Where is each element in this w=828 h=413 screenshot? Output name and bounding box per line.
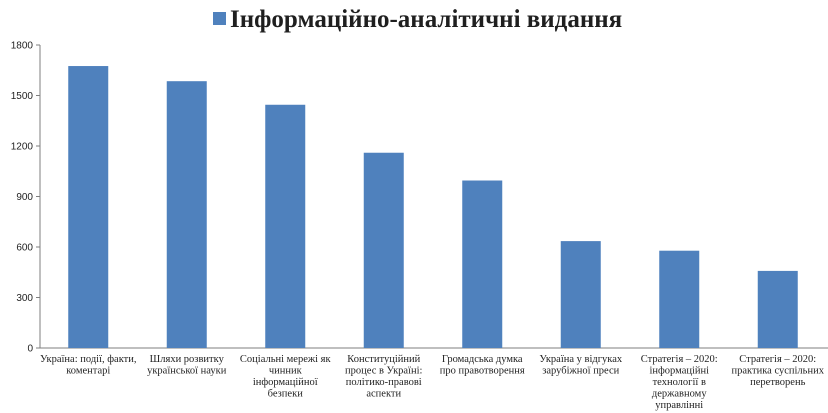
bars: [68, 66, 798, 349]
x-category-label-line: інформаційної: [253, 377, 318, 388]
y-tick-label: 900: [16, 192, 33, 203]
x-category-label: Стратегія – 2020: практика суспільних пере…: [732, 354, 825, 388]
y-tick-label: 300: [16, 293, 33, 304]
x-category-label-line: політико-правові: [346, 377, 422, 388]
bar: [68, 66, 109, 349]
bar: [363, 152, 404, 348]
bar: [166, 81, 207, 349]
x-category-label-line: про правотворення: [440, 366, 525, 377]
x-category-label-line: чинник: [269, 366, 303, 377]
x-category-label: Стратегія – 2020: інформаційні технології …: [641, 354, 718, 411]
x-category-label-line: безпеки: [268, 389, 304, 400]
x-category-label-line: технології в: [653, 377, 706, 388]
legend-swatch: [213, 12, 226, 25]
y-tick-label: 0: [27, 344, 33, 355]
x-category-label-line: практика суспільних: [732, 366, 825, 377]
x-category-label: Громадська думка про правотворення: [440, 354, 525, 377]
bar: [265, 104, 306, 348]
bar: [560, 241, 601, 348]
x-category-label-line: Шляхи розвитку: [150, 354, 225, 365]
x-category-label-line: процес в Україні:: [345, 366, 423, 377]
x-category-label-line: інформаційні: [649, 366, 709, 377]
x-category-label-line: управлінні: [655, 400, 703, 411]
x-category-label-line: аспекти: [366, 389, 401, 400]
x-category-label-line: Україна: події, факти,: [40, 354, 137, 365]
x-category-label-line: Україна у відгуках: [539, 354, 623, 365]
y-tick-label: 600: [16, 243, 33, 254]
legend: Інформаційно-аналітичні видання: [213, 6, 622, 33]
x-category-label-line: української науки: [147, 366, 227, 377]
x-category-label-line: Конституційний: [347, 354, 420, 365]
y-tick-label: 1500: [11, 91, 34, 102]
x-category-label-line: коментарі: [66, 366, 110, 377]
x-category-label: Україна: події, факти, коментарі: [40, 354, 137, 377]
bar: [659, 250, 700, 348]
x-category-label: Україна у відгуках зарубіжної преси: [539, 354, 623, 377]
x-category-label: Конституційний процес в Україні: політико-…: [345, 354, 423, 400]
x-category-label-line: державному: [652, 389, 707, 400]
x-category-label-line: Громадська думка: [442, 354, 523, 365]
x-category-label: Шляхи розвитку української науки: [147, 354, 227, 377]
x-category-label-line: зарубіжної преси: [542, 366, 619, 377]
x-category-label: Соціальні мережі як чинник інформаційної бе…: [240, 354, 332, 400]
x-category-label-line: Стратегія – 2020:: [641, 354, 718, 365]
bar: [462, 180, 503, 348]
bar: [757, 270, 798, 348]
x-category-label-line: Стратегія – 2020:: [739, 354, 816, 365]
x-category-label-line: перетворень: [750, 377, 805, 388]
x-category-label-line: Соціальні мережі як: [240, 354, 332, 365]
x-axis-labels: Україна: події, факти, коментарі Шляхи роз…: [40, 354, 825, 411]
legend-label: Інформаційно-аналітичні видання: [230, 6, 622, 33]
y-tick-label: 1800: [11, 41, 34, 52]
y-axis: 0 300 600 900 1200 1500 1800: [11, 41, 41, 355]
y-tick-label: 1200: [11, 142, 34, 153]
